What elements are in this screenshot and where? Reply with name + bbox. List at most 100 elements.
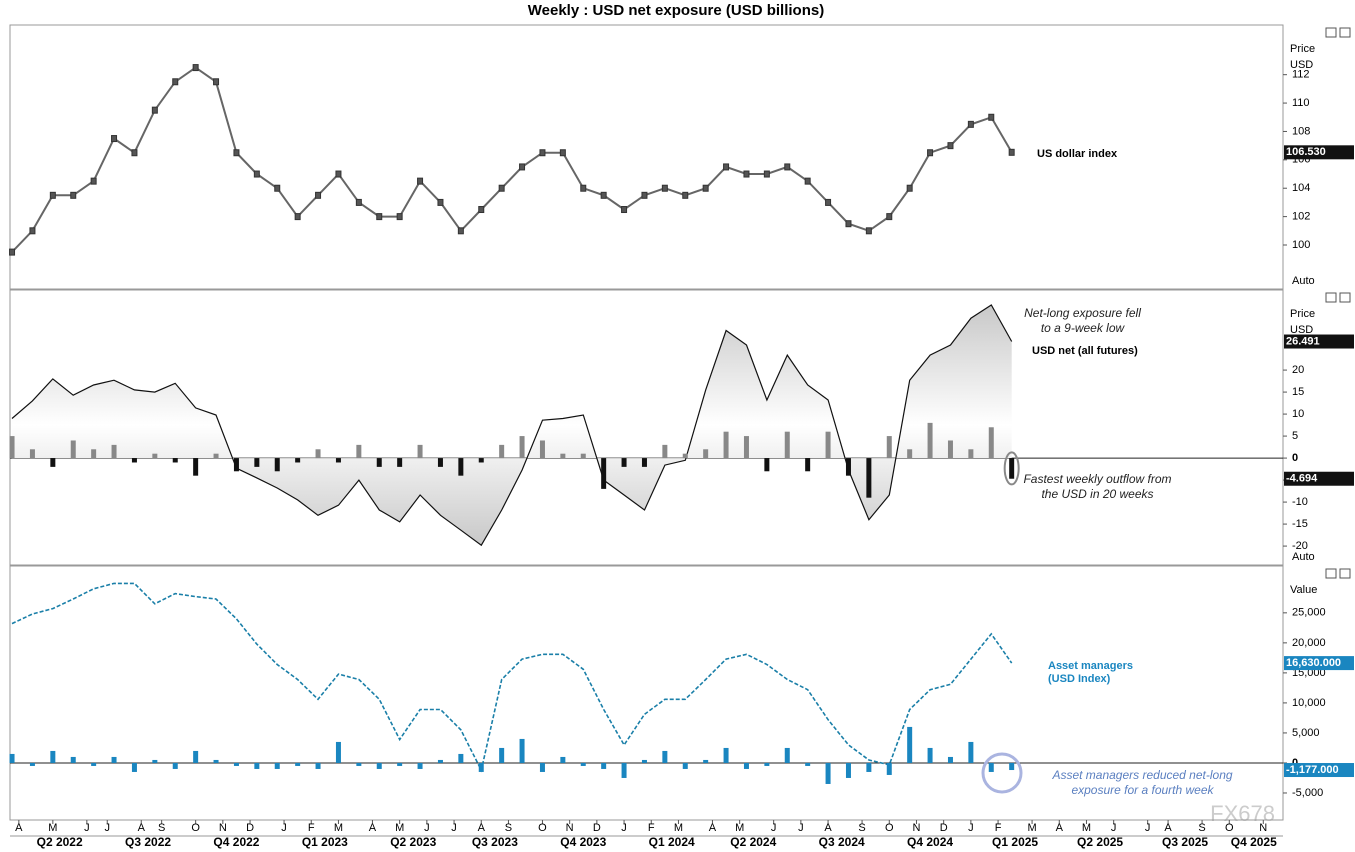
x-tick-label: O — [1225, 822, 1234, 834]
price-point — [539, 149, 546, 157]
y-axis-label: USD — [1290, 59, 1313, 71]
bar — [703, 759, 709, 763]
area-fill — [12, 305, 1012, 546]
x-tick-label: F — [308, 822, 315, 834]
bar — [662, 444, 668, 459]
y-tick-label: 5,000 — [1292, 727, 1320, 739]
bar — [458, 753, 464, 763]
price-point — [947, 142, 954, 150]
bar — [988, 762, 994, 772]
price-point — [865, 227, 872, 235]
last-value-label: -4.694 — [1286, 473, 1318, 485]
bar — [743, 436, 749, 459]
bar — [621, 458, 627, 467]
bar — [172, 458, 178, 463]
bar — [397, 458, 403, 467]
y-tick-label: 104 — [1292, 182, 1310, 194]
y-tick-label: 102 — [1292, 211, 1310, 223]
bar — [437, 458, 443, 467]
price-point — [1008, 148, 1015, 156]
x-tick-label: A — [824, 822, 832, 834]
price-point — [988, 113, 995, 121]
highlight — [981, 752, 1023, 794]
bar — [723, 747, 729, 763]
bar — [845, 762, 851, 778]
series-label: US dollar index — [1037, 148, 1118, 160]
price-point — [9, 248, 16, 256]
x-tick-label: J — [798, 822, 804, 834]
quarter-label: Q3 2023 — [472, 835, 518, 849]
last-value-box — [1284, 471, 1354, 486]
bar — [131, 458, 137, 463]
bar — [29, 762, 35, 766]
bar — [254, 762, 260, 769]
bar — [274, 762, 280, 769]
bar — [539, 440, 545, 459]
x-tick-label: J — [451, 822, 457, 834]
last-value-box — [1284, 145, 1354, 160]
x-tick-label: J — [104, 822, 110, 834]
bar — [274, 458, 280, 472]
bar — [784, 431, 790, 459]
panel-button — [1339, 292, 1351, 303]
bar — [50, 458, 56, 467]
bar — [968, 449, 974, 459]
watermark: FX678 — [1210, 801, 1275, 826]
x-tick-label: S — [858, 822, 865, 834]
price-point — [253, 170, 260, 178]
bar — [662, 750, 668, 763]
last-value-label: 26.491 — [1286, 335, 1320, 347]
price-point — [233, 149, 240, 157]
bar — [580, 453, 586, 459]
quarter-label: Q4 2022 — [213, 835, 259, 849]
price-point — [743, 170, 750, 178]
x-tick-label: J — [771, 822, 777, 834]
bar — [845, 458, 851, 476]
bar — [50, 750, 56, 763]
last-value-box — [1284, 334, 1354, 349]
x-tick-label: M — [48, 822, 57, 834]
x-tick-label: D — [593, 822, 601, 834]
price-point — [457, 227, 464, 235]
price-point — [519, 163, 526, 171]
price-point — [763, 170, 770, 178]
bar — [417, 762, 423, 769]
y-tick-label: 0 — [1292, 452, 1298, 464]
y-tick-label: 10 — [1292, 408, 1304, 420]
price-point — [682, 191, 689, 199]
panel-frame — [9, 565, 1284, 821]
price-point — [784, 163, 791, 171]
y-tick-label: 110 — [1292, 97, 1310, 109]
bar — [866, 458, 872, 498]
x-tick-label: A — [138, 822, 146, 834]
quarter-label: Q2 2022 — [37, 835, 83, 849]
x-tick-label: N — [566, 822, 574, 834]
series-line — [11, 582, 1013, 773]
x-tick-label: A — [369, 822, 377, 834]
x-tick-label: O — [538, 822, 547, 834]
bar — [927, 422, 933, 459]
bar — [193, 750, 199, 763]
bar — [907, 449, 913, 459]
price-point — [172, 78, 179, 86]
price-point — [580, 184, 587, 192]
bar — [295, 762, 301, 766]
quarter-label: Q3 2024 — [819, 835, 865, 849]
bar — [458, 458, 464, 476]
quarter-label: Q1 2024 — [649, 835, 695, 849]
bar — [356, 444, 362, 459]
price-point — [702, 184, 709, 192]
x-tick-label: M — [674, 822, 683, 834]
bar — [417, 444, 423, 459]
price-point — [376, 213, 383, 221]
bar — [988, 427, 994, 459]
bar — [1009, 762, 1015, 771]
quarter-label: Q1 2025 — [992, 835, 1038, 849]
bar — [315, 449, 321, 459]
last-value-label: -1,177.000 — [1286, 764, 1339, 776]
bar — [478, 762, 484, 772]
series-label: Asset managers (USD Index) — [1048, 660, 1133, 685]
price-point — [213, 78, 220, 86]
bar — [723, 431, 729, 459]
panel-frame — [9, 24, 1284, 290]
